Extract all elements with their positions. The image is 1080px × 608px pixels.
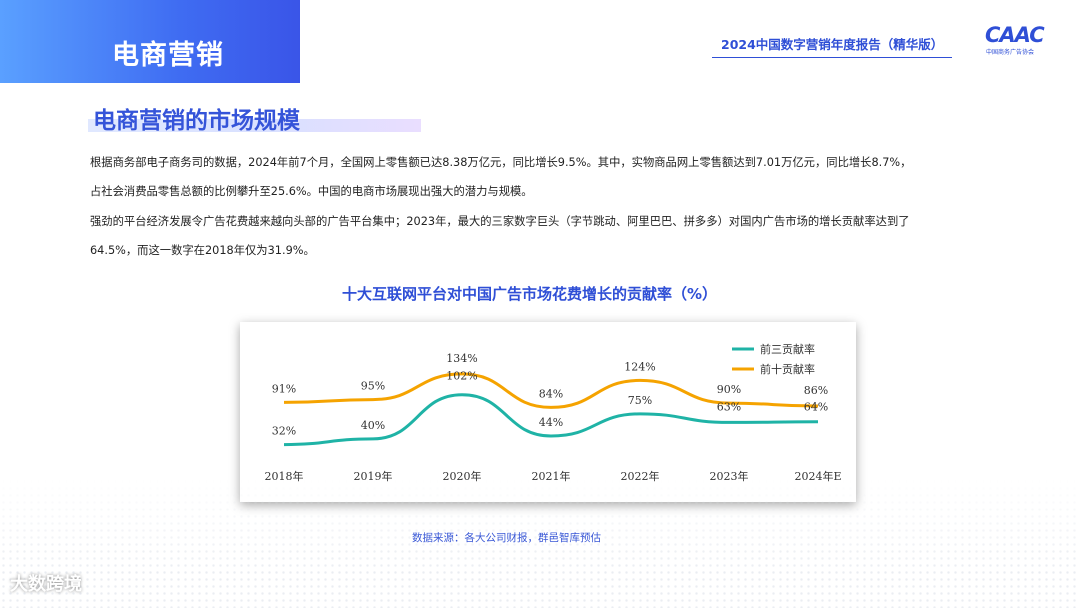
chart-panel: 32% 40% 102% 44% 75% 63% 64% 91% 95% 134% 84% 124% 9… <box>240 322 856 502</box>
data-label: 63% <box>717 400 741 413</box>
data-label: 91% <box>272 382 296 395</box>
body-line-1: 根据商务部电子商务司的数据，2024年前7个月，全国网上零售额已达8.38万亿元… <box>90 156 912 169</box>
caac-logo: CAAC <box>985 23 1045 47</box>
data-label: 32% <box>272 425 296 438</box>
series-line-2 <box>283 372 819 409</box>
watermark: 大数跨境 <box>10 574 82 595</box>
decorative-dot-pattern <box>0 478 1080 608</box>
body-line-4: 64.5%，而这一数字在2018年仅为31.9%。 <box>90 244 315 257</box>
series-line-1 <box>283 393 819 447</box>
page-title: 电商营销 <box>112 40 224 71</box>
data-label: 40% <box>361 419 385 432</box>
legend-label: 前十贡献率 <box>760 362 815 376</box>
body-line-3: 强劲的平台经济发展令广告花费越来越向头部的广告平台集中；2023年，最大的三家数… <box>90 215 910 228</box>
data-label: 84% <box>539 387 563 400</box>
chart-title: 十大互联网平台对中国广告市场花费增长的贡献率（%） <box>342 285 718 303</box>
data-label: 75% <box>628 394 652 407</box>
data-label: 124% <box>624 360 655 373</box>
report-title-underline <box>712 57 952 58</box>
data-label: 44% <box>539 416 563 429</box>
line-chart: 32% 40% 102% 44% 75% 63% 64% 91% 95% 134% 84% 124% 9… <box>265 342 842 483</box>
data-label: 90% <box>717 383 741 396</box>
data-label: 64% <box>804 401 828 414</box>
header-tab: 电商营销 <box>0 0 300 83</box>
section-title: 电商营销的市场规模 <box>93 108 300 134</box>
data-label: 86% <box>804 384 828 397</box>
report-title: 2024中国数字营销年度报告（精华版） <box>721 37 944 52</box>
body-line-2: 占社会消费品零售总额的比例攀升至25.6%。中国的电商市场展现出强大的潜力与规模… <box>90 185 533 198</box>
data-label: 134% <box>446 352 477 365</box>
source-note: 数据来源：各大公司财报，群邑智库预估 <box>412 532 601 544</box>
section-title-highlight <box>88 119 421 132</box>
logo-subtitle: 中国商务广告协会 <box>986 49 1035 56</box>
data-label: 95% <box>361 380 385 393</box>
legend-label: 前三贡献率 <box>760 342 815 356</box>
data-label: 102% <box>446 370 477 383</box>
